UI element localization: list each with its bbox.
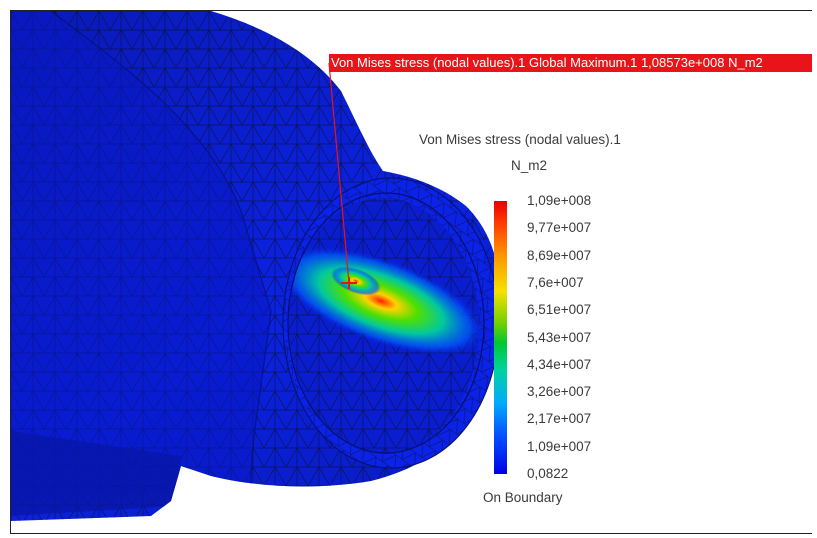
legend-unit: N_m2	[511, 158, 548, 173]
legend-tick-label: 6,51e+007	[527, 302, 592, 318]
bore-edge	[287, 192, 485, 454]
legend-tick-label: 1,09e+008	[527, 193, 592, 208]
legend-tick-label: 9,77e+007	[527, 220, 592, 236]
fem-mesh-view[interactable]	[11, 11, 812, 534]
viewport[interactable]: Von Mises stress (nodal values).1 Global…	[10, 10, 812, 534]
legend-tick-label: 1,09e+007	[527, 438, 592, 454]
legend-tick-label: 2,17e+007	[527, 411, 592, 427]
leader-line	[328, 62, 350, 284]
legend-tick-label: 7,6e+007	[527, 274, 584, 290]
legend-tick-label: 8,69e+007	[527, 247, 592, 263]
stress-hotspot	[289, 246, 486, 356]
legend-tick-label: 5,43e+007	[527, 329, 592, 345]
legend-color-bar	[494, 201, 507, 474]
max-marker	[341, 277, 357, 289]
legend-tick-label: 3,26e+007	[527, 384, 592, 400]
global-maximum-label[interactable]: Von Mises stress (nodal values).1 Global…	[329, 54, 812, 72]
legend-title: Von Mises stress (nodal values).1	[419, 132, 621, 147]
legend-tick-label: 0,0822	[527, 466, 569, 481]
bore	[289, 198, 486, 454]
legend-tick-label: 4,34e+007	[527, 356, 592, 372]
legend-footer: On Boundary	[483, 490, 563, 505]
